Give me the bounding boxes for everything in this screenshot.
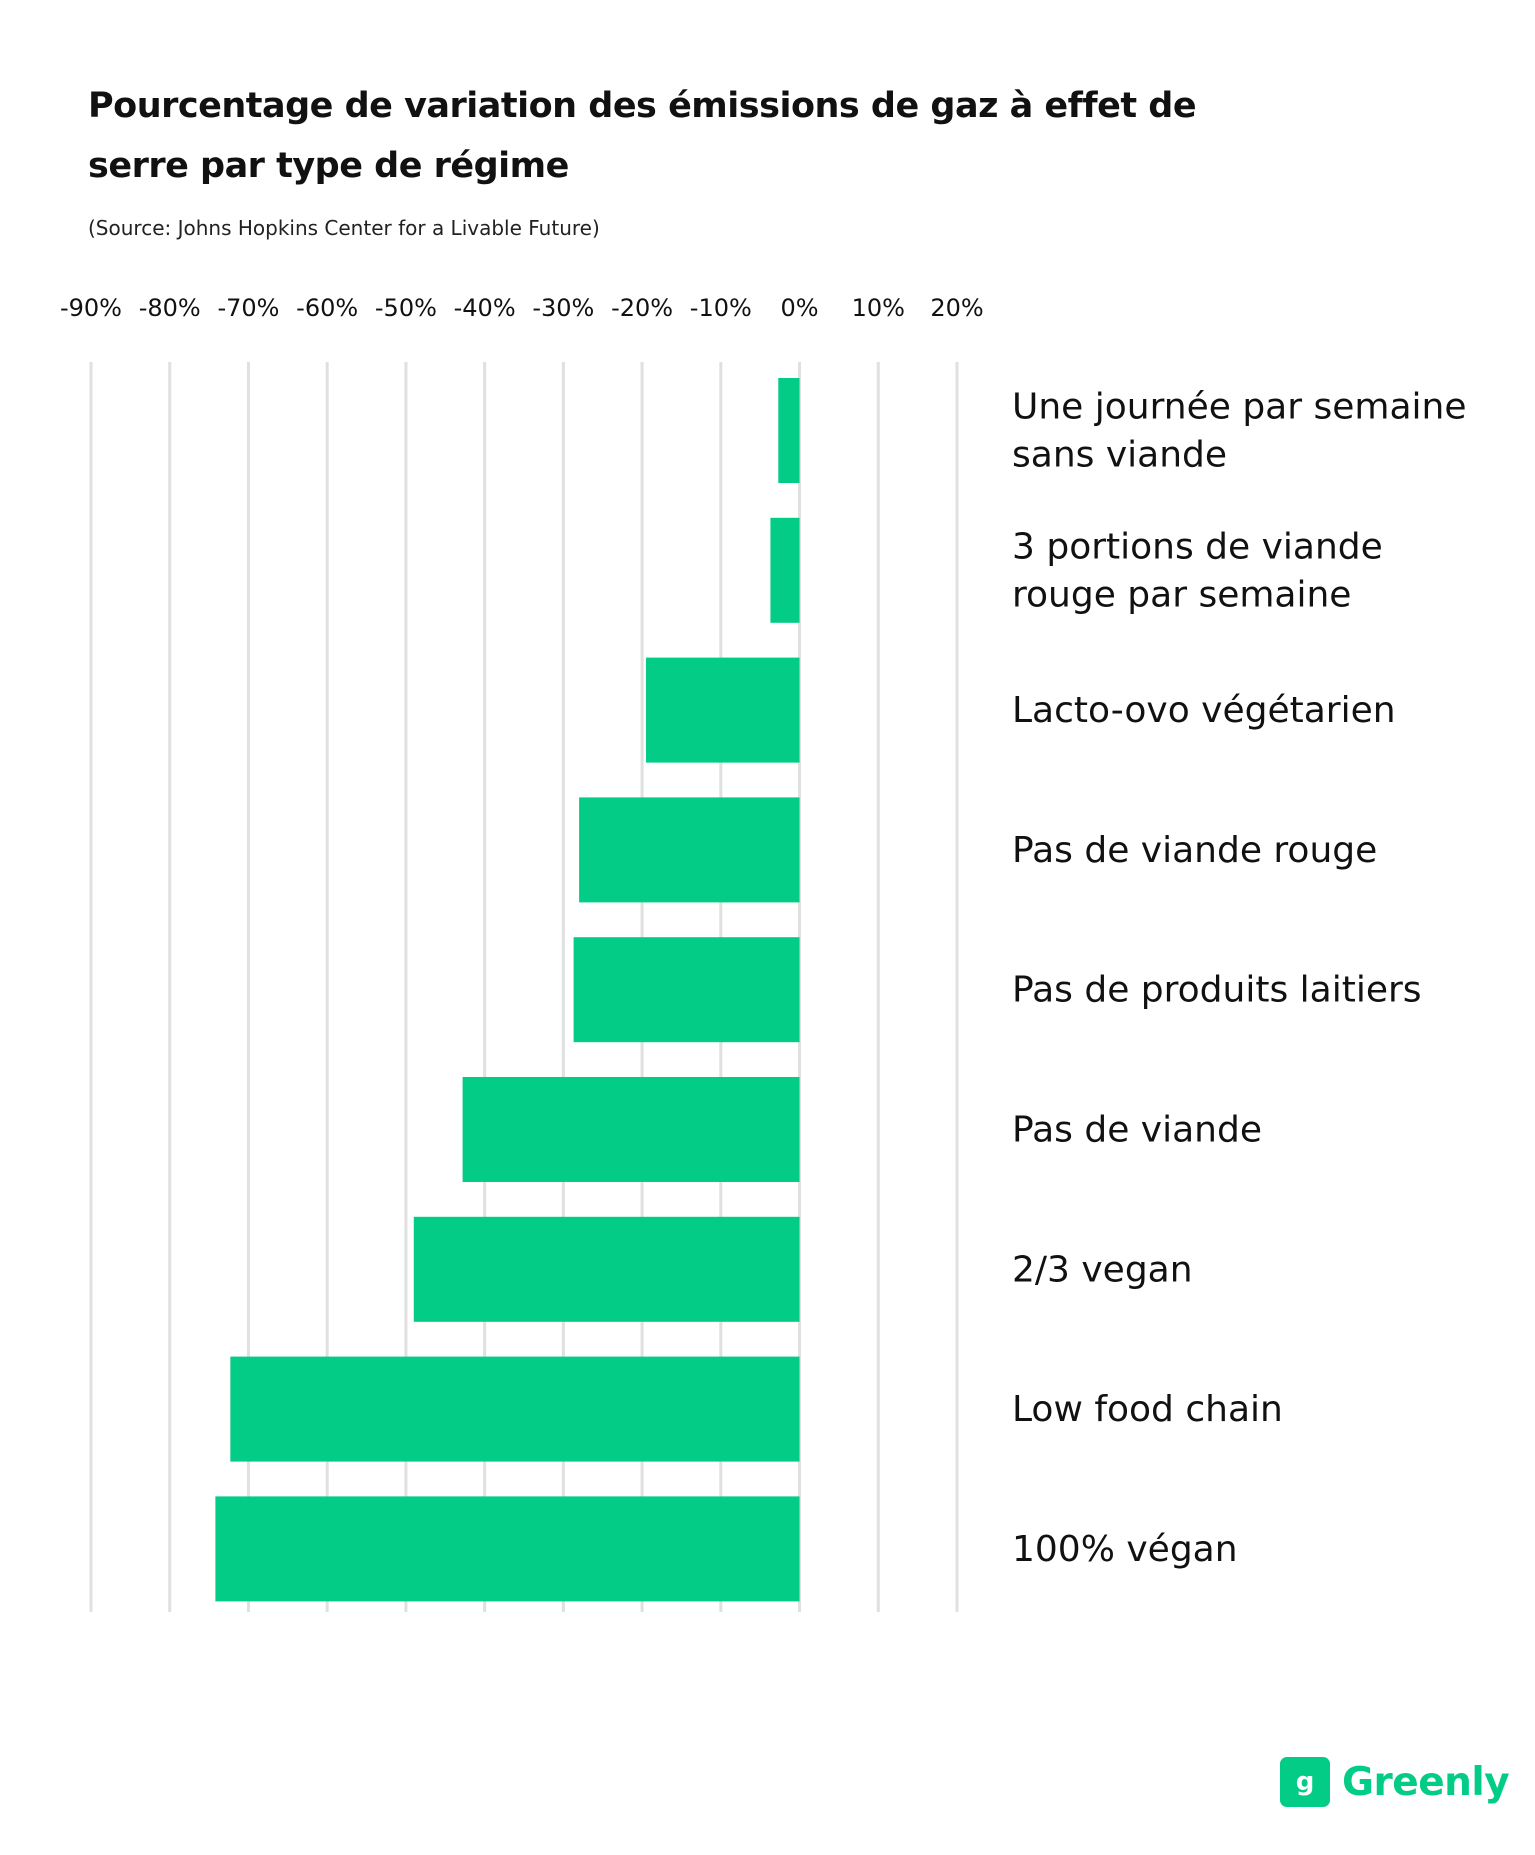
- greenly-logo-text: Greenly: [1342, 1759, 1510, 1805]
- x-tick-label: -10%: [690, 294, 752, 322]
- bar: [413, 1216, 800, 1322]
- bar: [573, 937, 800, 1043]
- x-tick-label: -90%: [60, 294, 122, 322]
- greenly-logo: g Greenly: [1280, 1755, 1510, 1809]
- chart-source: (Source: Johns Hopkins Center for a Liva…: [88, 216, 600, 240]
- category-label: Pas de viande rouge: [1012, 830, 1377, 871]
- bar: [462, 1077, 800, 1182]
- category-label: Une journée par semaine sans viande: [1012, 387, 1466, 476]
- bar: [770, 517, 800, 623]
- bar: [230, 1356, 800, 1462]
- bar: [646, 657, 800, 763]
- bar: [579, 797, 800, 903]
- category-label: Pas de viande: [1012, 1110, 1262, 1151]
- bar: [778, 378, 800, 483]
- x-tick-label: 10%: [852, 294, 905, 322]
- x-tick-label: -50%: [375, 294, 437, 322]
- x-tick-label: 20%: [930, 294, 983, 322]
- x-tick-label: -70%: [217, 294, 279, 322]
- category-label: 100% végan: [1012, 1529, 1238, 1570]
- category-label: 3 portions de viande rouge par semaine: [1012, 526, 1383, 615]
- category-label: Lacto-ovo végétarien: [1012, 690, 1396, 731]
- x-tick-label: -80%: [139, 294, 201, 322]
- x-tick-label: -60%: [296, 294, 358, 322]
- x-tick-label: -20%: [611, 294, 673, 322]
- chart-title: Pourcentage de variation des émissions d…: [88, 86, 1197, 186]
- category-labels: Une journée par semaine sans viande 3 port…: [1012, 387, 1466, 1570]
- x-axis-ticks: -90% -80% -70% -60% -50% -40% -30% -20% -10% 0% 10…: [60, 294, 984, 322]
- x-tick-label: -30%: [532, 294, 594, 322]
- greenly-logo-icon: g: [1280, 1757, 1330, 1807]
- x-tick-label: -40%: [454, 294, 516, 322]
- bars: [215, 378, 800, 1602]
- category-label: Low food chain: [1012, 1389, 1283, 1430]
- x-tick-label: 0%: [781, 294, 819, 322]
- category-label: Pas de produits laitiers: [1012, 970, 1422, 1011]
- bar: [215, 1496, 800, 1602]
- category-label: 2/3 vegan: [1012, 1249, 1193, 1290]
